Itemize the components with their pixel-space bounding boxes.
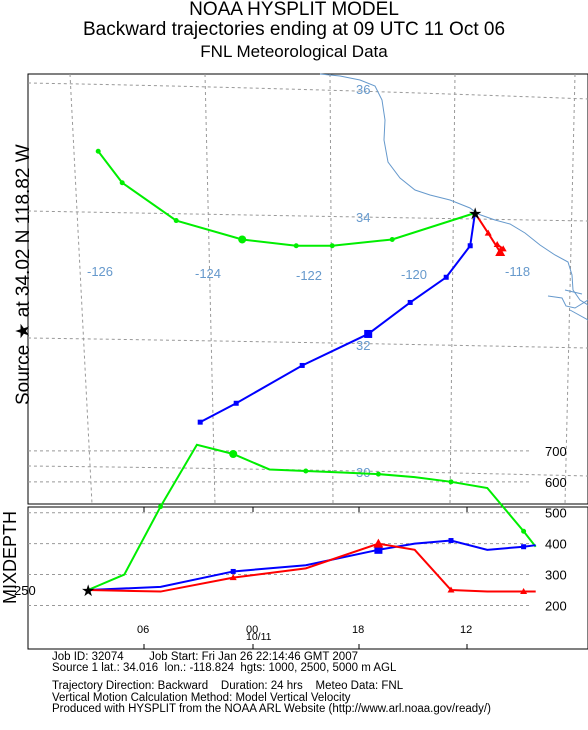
triangle-marker: [495, 247, 506, 257]
meteo-data-label: FNL Meteorological Data: [200, 42, 388, 61]
island-outline: [564, 289, 583, 295]
chart-subtitle: Backward trajectories ending at 09 UTC 1…: [82, 19, 506, 40]
height-tick-label: 500: [545, 506, 567, 521]
height-line: [87, 542, 536, 593]
square-marker: [467, 243, 473, 249]
x-tick-label: 00: [246, 624, 258, 636]
info-line: Trajectory Direction: Backward Duration:…: [52, 680, 404, 693]
lon-label: -124: [195, 266, 221, 281]
height-panel-frame: [27, 506, 588, 650]
x-tick-label: 12: [460, 624, 472, 636]
x-tick-label: 06: [137, 624, 149, 636]
trajectory-line: [199, 212, 476, 424]
height-tick-label: 700: [545, 444, 567, 459]
square-marker: [521, 544, 527, 550]
circle-marker: [303, 468, 309, 474]
circle-marker: [521, 528, 527, 534]
triangle-marker: [373, 538, 384, 548]
source-height-label: 250: [14, 583, 36, 598]
height-tick-label: 600: [545, 475, 567, 490]
circle-marker: [229, 450, 238, 458]
square-marker: [364, 329, 373, 338]
triangle-marker: [499, 245, 507, 252]
square-marker: [299, 362, 305, 368]
height-tick-label: 400: [545, 537, 567, 552]
circle-marker: [375, 471, 381, 477]
circle-marker: [95, 148, 101, 154]
circle-marker: [158, 504, 164, 510]
island-outline: [569, 309, 588, 321]
height-line: [87, 443, 537, 591]
chart-title: NOAA HYSPLIT MODEL: [189, 0, 399, 20]
source-star-marker: ★: [468, 206, 482, 223]
date-sub-label: 10/11: [246, 631, 272, 643]
triangle-marker: [447, 586, 455, 593]
triangle-marker: [229, 574, 237, 581]
map-series: ★: [95, 148, 507, 425]
square-marker: [443, 274, 449, 280]
circle-marker: [448, 479, 454, 485]
lat-label: 32: [356, 338, 370, 353]
info-line: Vertical Motion Calculation Method: Mode…: [52, 691, 351, 704]
circle-marker: [238, 235, 247, 244]
square-marker: [230, 568, 236, 574]
square-marker: [233, 400, 239, 406]
info-line: Source 1 lat.: 34.016 lon.: -118.824 hgt…: [52, 662, 397, 675]
map-frame: [27, 73, 588, 505]
island-outline: [547, 295, 588, 309]
triangle-marker: [484, 229, 492, 236]
square-marker: [407, 299, 413, 305]
circle-marker: [173, 218, 179, 224]
height-grid: [28, 450, 530, 649]
lon-label: -120: [401, 267, 427, 282]
square-marker: [197, 419, 203, 425]
circle-marker: [329, 243, 335, 249]
info-line: Produced with HYSPLIT from the NOAA ARL …: [52, 702, 491, 715]
trajectory-line: [97, 150, 476, 247]
height-series: ★: [81, 443, 537, 600]
source-star-marker: ★: [81, 583, 95, 600]
square-marker: [448, 538, 454, 544]
circle-marker: [389, 236, 395, 242]
lon-label: -118: [505, 264, 530, 279]
circle-marker: [119, 180, 125, 186]
info-line: Job ID: 32074 Job Start: Fri Jan 26 22:1…: [52, 651, 358, 663]
lon-label: -122: [296, 268, 322, 283]
lat-label: 34: [356, 210, 370, 225]
lat-label: 36: [356, 82, 370, 97]
triangle-marker: [520, 588, 528, 595]
height-tick-label: 200: [545, 598, 567, 613]
triangle-marker: [493, 241, 501, 247]
run-info: Job ID: 32074 Job Start: Fri Jan 26 22:1…: [52, 651, 491, 715]
x-tick-label: 18: [352, 624, 364, 636]
square-marker: [374, 545, 383, 554]
lon-label: -126: [87, 264, 113, 279]
coastline: [319, 73, 588, 306]
height-tick-label: 300: [545, 568, 567, 583]
map-graticule: [27, 73, 588, 505]
circle-marker: [293, 243, 299, 249]
